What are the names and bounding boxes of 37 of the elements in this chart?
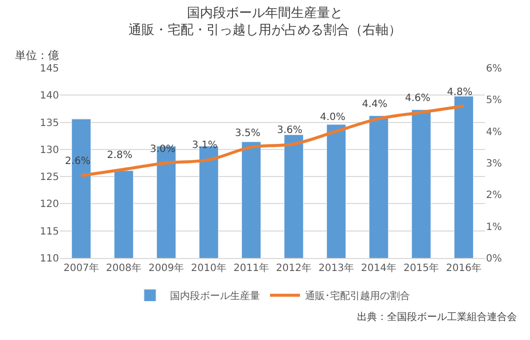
data-label: 2.8% — [107, 150, 132, 161]
data-label: 4.8% — [447, 87, 472, 98]
x-tick-label: 2015年 — [404, 262, 439, 274]
x-tick-label: 2009年 — [148, 262, 184, 274]
y2-tick-label: 0% — [486, 254, 502, 264]
source-note: 出典：全国段ボール工業組合連合会 — [357, 311, 517, 323]
y-tick-label: 145 — [40, 64, 59, 74]
legend-label: 国内段ボール生産量 — [170, 290, 260, 302]
x-tick-label: 2016年 — [446, 262, 482, 274]
y2-tick-label: 1% — [486, 222, 502, 233]
y-tick-label: 135 — [40, 118, 59, 129]
x-tick-label: 2007年 — [64, 262, 99, 274]
y2-tick-label: 4% — [486, 126, 502, 138]
chart-title: 国内段ボール年間生産量と通販・宅配・引っ越し用が占める割合（右軸） — [128, 5, 402, 38]
y-tick-label: 120 — [40, 199, 59, 210]
y2-tick-label: 2% — [486, 190, 502, 202]
y-tick-label: 110 — [40, 254, 59, 264]
data-label: 4.6% — [405, 93, 430, 104]
x-tick-label: 2010年 — [191, 262, 226, 274]
data-label: 4.4% — [362, 99, 388, 110]
legend-label: 通販･宅配引越用の割合 — [305, 290, 410, 302]
x-tick-label: 2013年 — [318, 262, 354, 274]
x-tick-label: 2014年 — [361, 262, 396, 274]
x-tick-label: 2012年 — [276, 262, 312, 274]
data-label: 3.5% — [235, 128, 260, 139]
y-tick-label: 115 — [40, 226, 59, 238]
data-label: 4.0% — [320, 112, 346, 123]
y2-tick-label: 5% — [486, 95, 502, 106]
x-tick-label: 2008年 — [106, 262, 142, 274]
data-label: 3.6% — [277, 125, 302, 136]
y-tick-label: 130 — [40, 144, 59, 156]
y-tick-label: 125 — [40, 172, 59, 184]
y-axis-title: 単位：億 — [15, 49, 59, 62]
y2-tick-label: 3% — [486, 158, 502, 170]
x-tick-label: 2011年 — [234, 262, 269, 274]
y-tick-label: 140 — [40, 90, 59, 102]
y2-tick-label: 6% — [486, 64, 502, 74]
